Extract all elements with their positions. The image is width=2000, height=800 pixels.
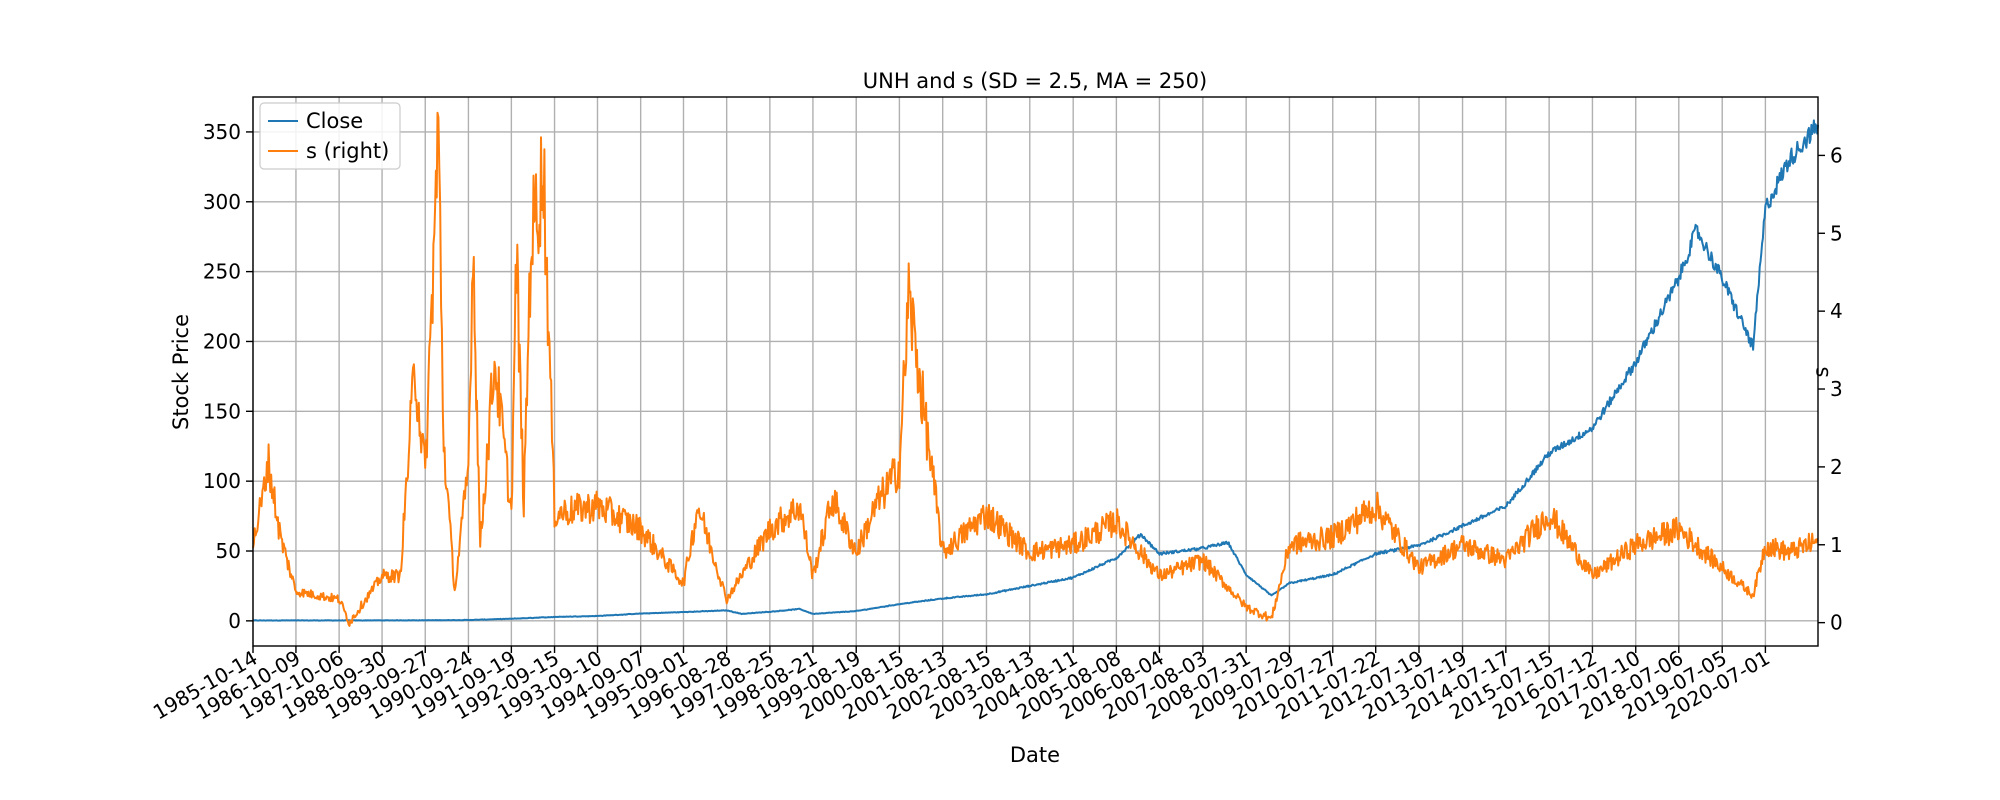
y-tick-label: 150	[203, 399, 241, 423]
y-tick-label: 100	[203, 469, 241, 493]
y2-tick-labels: 0 1 2 3 4 5 6	[1830, 143, 1843, 634]
legend-box	[259, 102, 401, 170]
y-axis-label: Stock Price	[169, 314, 193, 430]
grid-lines	[252, 97, 1818, 646]
series-layer	[252, 111, 1819, 627]
x-tick-labels: 1985-10-141986-10-091987-10-061988-09-30…	[149, 646, 1774, 725]
series-line-s	[252, 111, 1819, 627]
x-axis-label: Date	[1010, 743, 1060, 767]
legend-label-s: s (right)	[306, 139, 389, 163]
y-tick-label: 0	[228, 609, 241, 633]
y2-axis-label: s	[1809, 367, 1833, 378]
legend-label-close: Close	[306, 109, 363, 133]
y-tick-label: 300	[203, 190, 241, 214]
tick-marks	[246, 131, 1825, 653]
legend: Close s (right)	[259, 102, 401, 170]
y-tick-labels: 0 50 100 150 200 250 300 350	[203, 120, 241, 633]
y2-tick-label: 3	[1830, 377, 1843, 401]
y2-tick-label: 4	[1830, 299, 1843, 323]
series-line-close	[252, 119, 1819, 622]
y-tick-label: 350	[203, 120, 241, 144]
y-tick-label: 50	[216, 539, 241, 563]
plot-frame	[252, 96, 1819, 647]
y2-tick-label: 6	[1830, 143, 1843, 167]
y2-tick-label: 1	[1830, 533, 1843, 557]
y-tick-label: 200	[203, 329, 241, 353]
y2-tick-label: 2	[1830, 455, 1843, 479]
chart-title: UNH and s (SD = 2.5, MA = 250)	[863, 69, 1207, 93]
y2-tick-label: 5	[1830, 221, 1843, 245]
y-tick-label: 250	[203, 260, 241, 284]
y2-tick-label: 0	[1830, 611, 1843, 635]
